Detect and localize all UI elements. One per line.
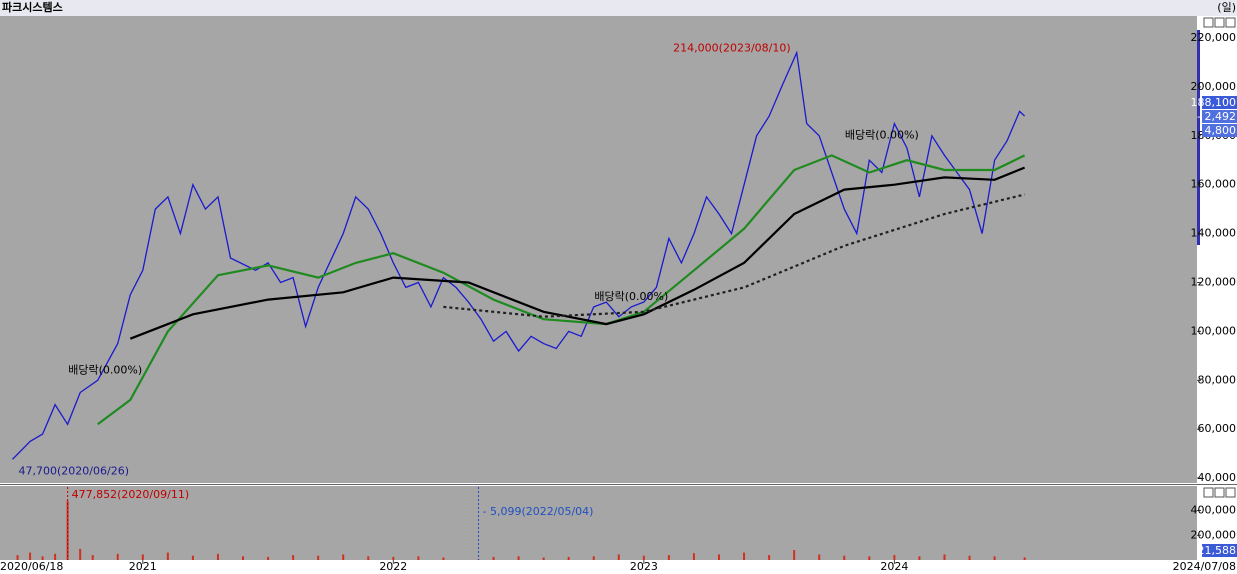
volume-box-label: 21,588 (1198, 544, 1237, 557)
volume-bar (793, 550, 796, 560)
volume-bar (492, 556, 495, 560)
annotation: 47,700(2020/06/26) (19, 464, 129, 477)
x-axis-bar (0, 560, 1237, 574)
volume-bar (617, 554, 620, 560)
y-tick-label: 120,000 (1191, 275, 1237, 288)
volume-bar (968, 555, 971, 560)
volume-bar (868, 556, 871, 560)
volume-bar (542, 557, 545, 560)
period-label: (일) (1217, 0, 1236, 14)
price-panel (0, 16, 1197, 483)
annotation: 477,852(2020/09/11) (72, 488, 189, 501)
volume-bar (417, 556, 420, 560)
price-line (443, 193, 1025, 318)
volume-bar (41, 556, 44, 560)
annotation: 배당락(0.00%) (845, 129, 919, 142)
price-box-label: - 2,492 (1197, 110, 1236, 123)
volume-bar (91, 555, 94, 560)
volume-bar (116, 553, 119, 560)
price-box (1202, 110, 1237, 123)
volume-bar (16, 555, 19, 560)
price-box-label: 4,800 (1205, 124, 1237, 137)
volume-bar (292, 555, 295, 560)
volume-bar (517, 556, 520, 560)
panel-buttons[interactable] (1203, 17, 1236, 498)
volume-bar (267, 556, 270, 560)
volume-bar (141, 554, 144, 560)
range-bar (1197, 30, 1200, 245)
annotation: 배당락(0.00%) (68, 363, 142, 376)
y-tick-label: 80,000 (1198, 373, 1237, 386)
price-box (1202, 96, 1237, 109)
price-line (129, 166, 1026, 340)
volume-bar (768, 555, 771, 560)
annotation: 배당락(0.00%) (594, 290, 668, 303)
volume-box (1202, 544, 1237, 557)
volume-panel (0, 486, 1197, 560)
x-tick-label: 2023 (630, 560, 658, 573)
button[interactable] (1214, 17, 1225, 28)
volume-bar (893, 555, 896, 560)
annotation: - 5,099(2022/05/04) (483, 505, 594, 518)
volume-bar (667, 555, 670, 560)
volume-bar (392, 556, 395, 560)
price-box (1202, 124, 1237, 137)
price-line (97, 154, 1026, 426)
volume-bar (442, 557, 445, 560)
y-tick-label: 60,000 (1198, 422, 1237, 435)
volume-bar (317, 555, 320, 560)
volume-bar (166, 552, 169, 560)
x-tick-label: 2021 (129, 560, 157, 573)
volume-bar (191, 555, 194, 560)
volume-bar (692, 553, 695, 560)
volume-bar (718, 554, 721, 560)
y-tick-label: 200,000 (1191, 80, 1237, 93)
volume-bar (216, 553, 219, 560)
x-tick-label: 2022 (379, 560, 407, 573)
button[interactable] (1203, 487, 1214, 498)
y-tick-label: 220,000 (1191, 31, 1237, 44)
y-tick-label: 160,000 (1191, 178, 1237, 191)
button[interactable] (1225, 17, 1236, 28)
volume-bar (342, 554, 345, 560)
x-tick-label: 2024 (880, 560, 908, 573)
volume-bar (592, 556, 595, 560)
volume-bar (79, 548, 82, 560)
volume-bar (818, 554, 821, 560)
price-line (12, 50, 1026, 460)
top-bar (0, 0, 1237, 16)
volume-bar (743, 552, 746, 560)
volume-bar (918, 556, 921, 560)
volume-bar (367, 556, 370, 560)
button[interactable] (1214, 487, 1225, 498)
volume-bar (242, 556, 245, 560)
volume-bar (567, 556, 570, 560)
volume-bar (29, 552, 32, 560)
price-box-label: 188,100 (1191, 96, 1237, 109)
volume-bar (66, 500, 69, 560)
x-edge-label: 2020/06/18 (0, 560, 63, 573)
y-tick-label: 100,000 (1191, 324, 1237, 337)
y-tick-label: 140,000 (1191, 227, 1237, 240)
chart-title: 파크시스템스 (2, 0, 63, 14)
volume-bar (993, 556, 996, 560)
y-tick-label: 40,000 (1198, 471, 1237, 484)
volume-bar (943, 554, 946, 560)
volume-bar (642, 555, 645, 560)
button[interactable] (1203, 17, 1214, 28)
y-tick-label: 200,000 (1191, 528, 1237, 541)
volume-bar (54, 553, 57, 560)
button[interactable] (1225, 487, 1236, 498)
x-edge-label: 2024/07/08 (1173, 560, 1236, 573)
volume-bar (843, 555, 846, 560)
y-tick-label: 400,000 (1191, 504, 1237, 517)
annotation: 214,000(2023/08/10) (673, 42, 790, 55)
volume-bar (1023, 557, 1026, 560)
